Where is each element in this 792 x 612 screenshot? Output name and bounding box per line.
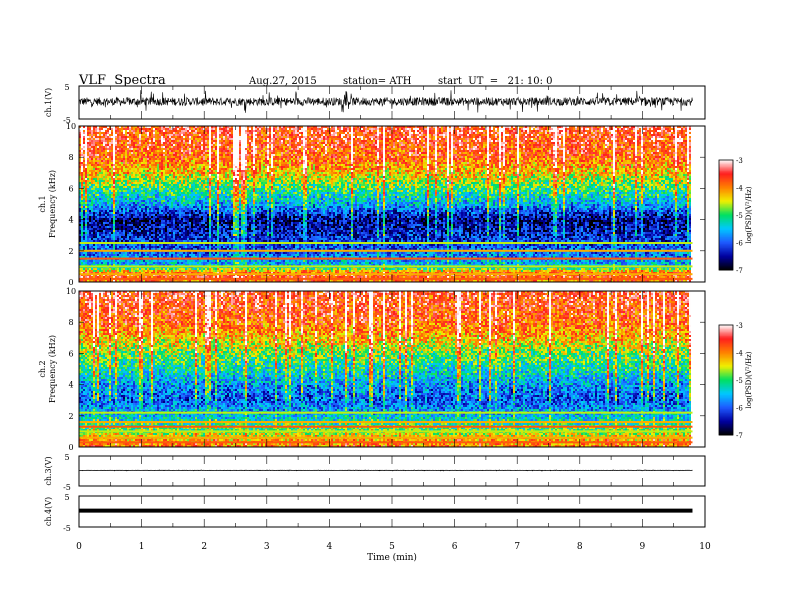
xtick-label: 5: [389, 542, 395, 552]
ch3-waveform-ytick-top: 5: [64, 453, 69, 462]
ch2-spectrogram-line-band: [79, 430, 692, 432]
ch2-spectrogram-ylabel-channel: ch.2: [38, 360, 47, 377]
ch1-spectrogram-line-band: [79, 250, 692, 252]
ch2-spectrogram-ytick-label: 6: [68, 349, 73, 358]
ch2-spectrogram-colorbar-tick: -5: [736, 377, 743, 385]
ch2-spectrogram-ytick-label: 2: [68, 412, 73, 421]
xtick-label: 8: [577, 542, 583, 552]
ch2-spectrogram-line-band: [79, 441, 692, 443]
ch4-waveform-ytick-bottom: -5: [63, 524, 71, 533]
vlf-spectra-figure: 5-5ch.1(V)0246810ch.1 Frequency (kHz)-3-4…: [0, 0, 792, 612]
ch1-spectrogram-ytick-label: 4: [68, 216, 73, 225]
xtick-label: 1: [139, 542, 145, 552]
ch3-waveform-ytick-bottom: -5: [63, 483, 71, 492]
ch1-spectrogram-ylabel-channel: ch.1: [38, 195, 47, 212]
ch1-spectrogram-colorbar: [719, 160, 733, 271]
ch2-spectrogram-colorbar-label: log(PSD)(V²/Hz): [745, 351, 753, 408]
xtick-label: 10: [699, 542, 711, 552]
ch2-spectrogram-colorbar-tick: -7: [736, 432, 743, 440]
ch1-spectrogram-ytick-label: 2: [68, 247, 73, 256]
ch1-spectrogram-ytick-label: 0: [68, 278, 73, 287]
ch1-spectrogram-line-band: [79, 278, 692, 280]
ch4-waveform-ytick-top: 5: [64, 493, 69, 502]
xtick-label: 6: [452, 542, 458, 552]
x-axis-label: Time (min): [367, 552, 417, 563]
ch2-spectrogram-colorbar: [719, 325, 733, 436]
ch1-spectrogram-ytick-label: 6: [68, 184, 73, 193]
ch2-spectrogram-cells: [79, 291, 691, 447]
ch1-spectrogram-colorbar-tick: -3: [736, 157, 743, 165]
xtick-label: 3: [264, 542, 270, 552]
ch1-spectrogram-colorbar-label: log(PSD)(V²/Hz): [745, 186, 753, 243]
ch2-spectrogram-line-band: [79, 412, 692, 414]
ch2-spectrogram-ytick-label: 8: [68, 318, 73, 327]
ch2-spectrogram-colorbar-tick: -3: [736, 322, 743, 330]
ch1-spectrogram-colorbar-tick: -5: [736, 212, 743, 220]
ch2-spectrogram-ylabel: Frequency (kHz): [48, 335, 57, 403]
xtick-label: 7: [514, 542, 520, 552]
ch2-spectrogram-line-band: [79, 437, 692, 439]
ch2-spectrogram-ytick-label: 4: [68, 381, 73, 390]
ch2-spectrogram-ytick-label: 10: [66, 287, 76, 296]
ch1-spectrogram-colorbar-tick: -4: [736, 185, 743, 193]
ch4-waveform-ylabel: ch.4(V): [44, 497, 53, 526]
ch3-waveform-ylabel: ch.3(V): [44, 456, 53, 485]
ch1-spectrogram-line-band: [79, 265, 692, 267]
ch1-spectrogram-colorbar-tick: -6: [736, 240, 743, 248]
ch1-waveform-trace: [79, 90, 693, 113]
ch2-spectrogram-colorbar-tick: -4: [736, 350, 743, 358]
ch2-spectrogram-line-band: [79, 426, 692, 428]
xtick-label: 9: [640, 542, 646, 552]
ch1-spectrogram-line-band: [79, 242, 692, 244]
xtick-label: 0: [76, 542, 82, 552]
ch3-waveform-trace: [79, 470, 693, 471]
ch1-spectrogram-ylabel: Frequency (kHz): [48, 170, 57, 238]
ch1-waveform-ylabel: ch.1(V): [44, 88, 53, 117]
ch2-spectrogram-line-band: [79, 421, 692, 423]
ch1-waveform-ytick-top: 5: [64, 83, 69, 92]
ch1-spectrogram-ytick-label: 8: [68, 153, 73, 162]
ch1-spectrogram-colorbar-tick: -7: [736, 267, 743, 275]
ch1-spectrogram-line-band: [79, 273, 692, 275]
ch1-spectrogram-ytick-label: 10: [66, 122, 76, 131]
xtick-label: 2: [201, 542, 207, 552]
ch2-spectrogram-ytick-label: 0: [68, 443, 73, 452]
ch2-spectrogram-colorbar-tick: -6: [736, 405, 743, 413]
ch1-spectrogram-line-band: [79, 258, 692, 260]
xtick-label: 4: [327, 542, 333, 552]
